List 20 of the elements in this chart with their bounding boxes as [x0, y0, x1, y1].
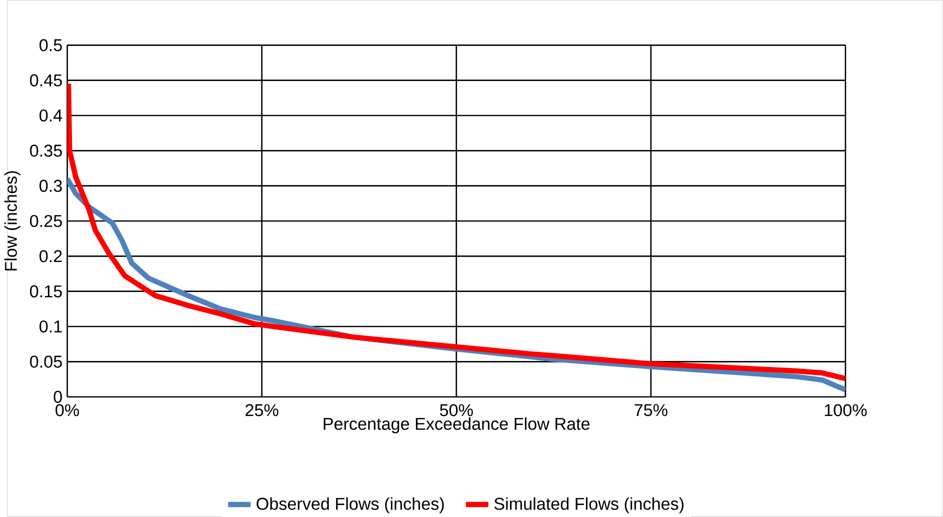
y-tick-label: 0.15 — [30, 285, 62, 298]
x-tick-label: 25% — [246, 404, 278, 416]
x-tick-label: 75% — [634, 404, 668, 416]
y-tick-label: 0.3 — [40, 180, 62, 192]
y-tick-label: 0.25 — [30, 214, 62, 228]
y-tick-label: 0 — [54, 390, 62, 403]
x-tick-label: 0% — [56, 404, 80, 416]
y-tick-label: 0.05 — [30, 356, 62, 368]
y-axis-title: Flow (inches) — [4, 171, 20, 270]
legend-label: Simulated Flows (inches) — [494, 497, 684, 514]
y-tick-label: 0.1 — [40, 320, 62, 333]
legend-label: Observed Flows (inches) — [256, 497, 444, 514]
y-tick-label: 0.35 — [30, 144, 62, 157]
y-tick-label: 0.2 — [40, 250, 62, 262]
y-tick-label: 0.45 — [30, 74, 62, 86]
y-tick-label: 0.5 — [40, 39, 62, 52]
y-tick-label: 0.4 — [40, 109, 62, 122]
x-axis-title: Percentage Exceedance Flow Rate — [324, 417, 590, 434]
x-tick-label: 50% — [440, 404, 473, 416]
x-tick-label: 100% — [824, 404, 867, 416]
